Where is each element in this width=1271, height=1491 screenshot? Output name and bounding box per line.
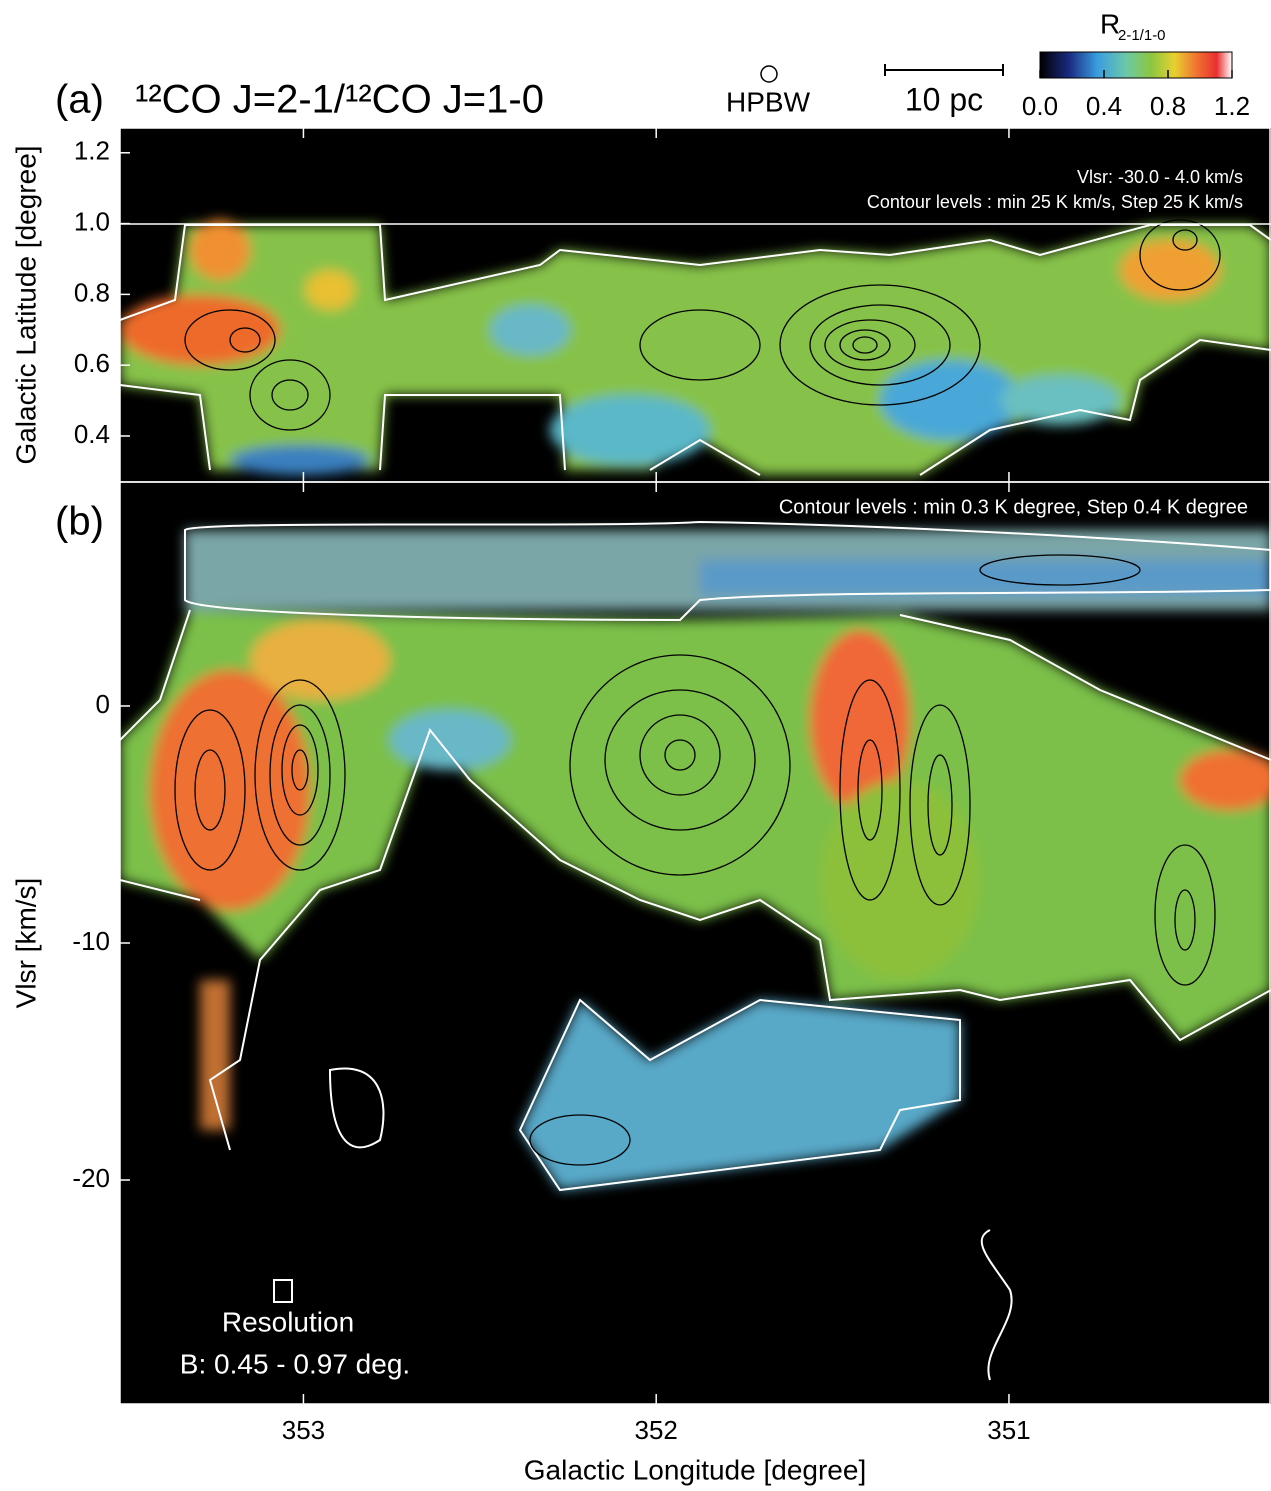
annotation: Contour levels : min 25 K km/s, Step 25 …	[867, 192, 1243, 212]
panel-label: (b)	[55, 500, 104, 544]
y-tick-label: 0.6	[74, 348, 110, 378]
y-axis-label: Vlsr [km/s]	[10, 878, 41, 1009]
scale-bar	[884, 64, 1004, 76]
panel-a-image	[120, 128, 1271, 482]
title: ¹²CO J=2-1/¹²CO J=1-0	[135, 78, 544, 122]
annotation: Contour levels : min 0.3 K degree, Step …	[779, 496, 1248, 518]
colorbar-tick-label: 1.2	[1214, 91, 1250, 121]
y-tick-label: 1.0	[74, 206, 110, 236]
x-tick-label: 352	[635, 1415, 678, 1445]
colorbar	[1039, 51, 1233, 79]
panel-label: (a)	[55, 78, 104, 122]
resolution-box	[273, 1279, 293, 1303]
annotation: Resolution	[222, 1306, 354, 1337]
hpbw-label: HPBW	[726, 86, 811, 117]
panel-b-image	[120, 482, 1271, 1404]
hpbw-beam	[760, 65, 778, 83]
annotation: B: 0.45 - 0.97 deg.	[180, 1348, 410, 1379]
x-axis-label: Galactic Longitude [degree]	[524, 1454, 866, 1485]
colorbar-label: R	[1100, 8, 1120, 39]
y-tick-label: 1.2	[74, 136, 110, 166]
y-tick-label: -10	[72, 926, 110, 956]
x-tick-label: 351	[987, 1415, 1030, 1445]
x-tick-label: 353	[282, 1415, 325, 1445]
y-tick-label: 0.8	[74, 277, 110, 307]
colorbar-tick-label: 0.0	[1022, 91, 1058, 121]
y-tick-label: 0	[96, 689, 110, 719]
y-tick-label: 0.4	[74, 419, 110, 449]
annotation: Vlsr: -30.0 - 4.0 km/s	[1077, 167, 1243, 187]
colorbar-tick-label: 0.4	[1086, 91, 1122, 121]
y-tick-label: -20	[72, 1163, 110, 1193]
colorbar-label-sub: 2-1/1-0	[1118, 27, 1166, 44]
colorbar-tick-label: 0.8	[1150, 91, 1186, 121]
scale-bar-label: 10 pc	[905, 81, 983, 117]
y-axis-label: Galactic Latitude [degree]	[10, 145, 41, 464]
